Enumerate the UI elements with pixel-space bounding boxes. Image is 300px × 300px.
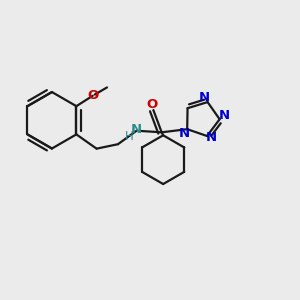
Text: N: N — [206, 131, 217, 144]
Text: N: N — [179, 128, 190, 140]
Text: O: O — [146, 98, 158, 111]
Text: O: O — [88, 89, 99, 102]
Text: H: H — [124, 130, 134, 143]
Text: N: N — [219, 109, 230, 122]
Text: N: N — [199, 91, 210, 104]
Text: N: N — [131, 122, 142, 136]
